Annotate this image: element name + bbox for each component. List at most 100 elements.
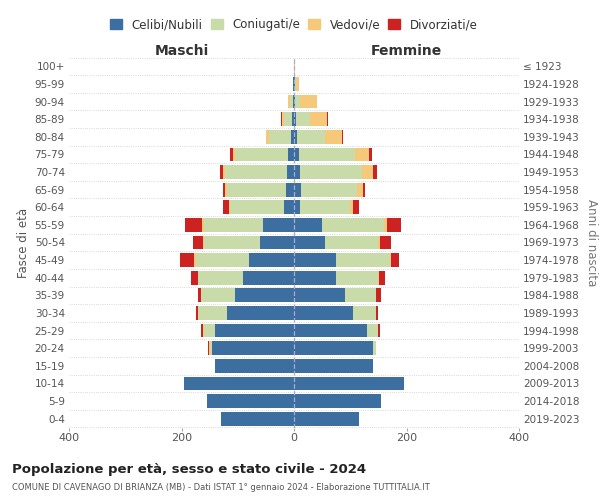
Bar [342,130,343,143]
Bar [373,342,376,355]
Bar [294,288,344,302]
Bar [361,165,373,179]
Bar [296,112,310,126]
Bar [294,394,381,408]
Bar [380,236,391,250]
Bar [220,165,223,179]
Y-axis label: Anni di nascita: Anni di nascita [586,199,598,286]
Bar [235,288,294,302]
Bar [198,288,200,302]
Bar [191,271,198,284]
Bar [387,218,401,232]
Bar [294,324,367,338]
Bar [199,271,244,284]
Bar [249,253,294,267]
Bar [294,183,301,196]
Bar [193,236,203,250]
Bar [373,165,377,179]
Bar [350,200,353,214]
Bar [296,77,299,91]
Bar [294,306,353,320]
Bar [226,165,287,179]
Bar [204,236,260,250]
Bar [194,253,196,267]
Text: Maschi: Maschi [154,44,209,59]
Bar [391,253,399,267]
Bar [230,148,233,162]
Bar [294,165,299,179]
Bar [355,148,369,162]
Bar [203,236,204,250]
Bar [326,112,328,126]
Bar [353,306,376,320]
Bar [290,94,293,108]
Bar [209,342,212,355]
Bar [196,306,199,320]
Bar [295,94,299,108]
Bar [227,306,294,320]
Bar [294,94,295,108]
Text: COMUNE DI CAVENAGO DI BRIANZA (MB) - Dati ISTAT 1° gennaio 2024 - Elaborazione T: COMUNE DI CAVENAGO DI BRIANZA (MB) - Dat… [12,484,430,492]
Bar [266,130,269,143]
Bar [294,218,322,232]
Bar [379,236,380,250]
Legend: Celibi/Nubili, Coniugati/e, Vedovi/e, Divorziati/e: Celibi/Nubili, Coniugati/e, Vedovi/e, Di… [106,14,482,36]
Bar [226,183,227,196]
Bar [294,342,373,355]
Bar [310,112,326,126]
Bar [325,236,379,250]
Bar [196,253,249,267]
Bar [294,253,336,267]
Bar [223,200,229,214]
Bar [229,200,230,214]
Bar [379,271,385,284]
Bar [301,183,357,196]
Bar [201,288,235,302]
Bar [369,148,371,162]
Bar [376,288,380,302]
Bar [362,183,365,196]
Bar [299,165,361,179]
Bar [294,112,296,126]
Bar [344,288,376,302]
Bar [389,253,391,267]
Bar [260,236,294,250]
Bar [294,77,295,91]
Bar [227,183,286,196]
Bar [221,412,294,426]
Bar [202,218,204,232]
Bar [230,200,284,214]
Bar [322,218,384,232]
Bar [299,148,355,162]
Bar [292,112,294,126]
Text: Popolazione per età, sesso e stato civile - 2024: Popolazione per età, sesso e stato civil… [12,462,366,475]
Bar [353,200,359,214]
Bar [289,148,294,162]
Bar [212,342,294,355]
Bar [289,94,290,108]
Bar [185,218,202,232]
Bar [284,112,292,126]
Bar [294,236,325,250]
Y-axis label: Fasce di età: Fasce di età [17,208,31,278]
Bar [336,271,379,284]
Bar [376,306,379,320]
Bar [294,148,299,162]
Bar [295,77,296,91]
Bar [244,271,294,284]
Bar [294,376,404,390]
Bar [294,359,373,372]
Bar [263,218,294,232]
Bar [233,148,235,162]
Bar [294,200,299,214]
Bar [293,94,294,108]
Bar [357,183,362,196]
Bar [379,324,380,338]
Bar [184,376,294,390]
Bar [208,342,209,355]
Bar [299,200,350,214]
Bar [207,394,294,408]
Bar [291,130,294,143]
Text: Femmine: Femmine [371,44,442,59]
Bar [286,183,294,196]
